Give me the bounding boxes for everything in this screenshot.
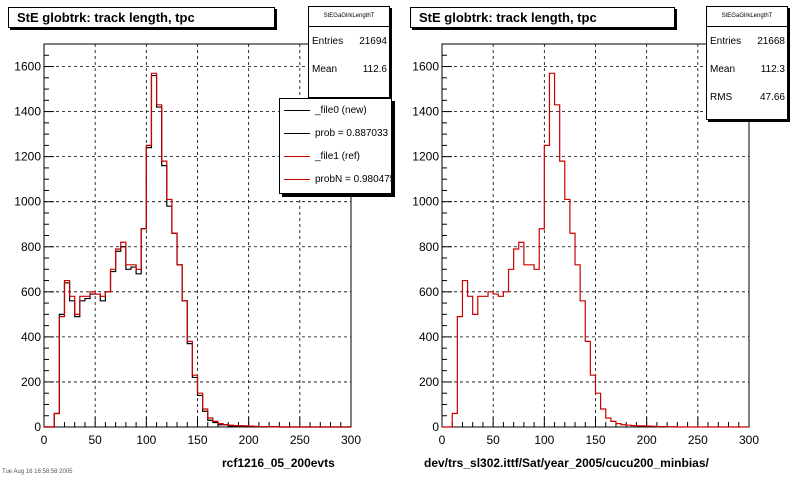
legend-item-probn: probN = 0.980475 [280,170,391,188]
panel2-stats-name: StEGaGlrkLengthT [707,7,787,27]
panel2-y-tick-label: 1600 [412,60,439,74]
legend-item-prob: prob = 0.887033 [280,124,391,142]
panel2-x-tick-label: 50 [486,433,500,447]
legend-swatch-new [284,109,310,111]
legend-item-new: _file0 (new) [280,101,391,119]
panel1-y-tick-label: 1000 [14,195,41,209]
panel1-y-tick-label: 800 [21,240,41,254]
legend-swatch-probn [284,178,310,180]
panel1-x-tick-label: 200 [239,433,259,447]
panel1-x-tick-label: 0 [41,433,48,447]
panel2-x-tick-label: 150 [585,433,605,447]
panel2-y-tick-label: 0 [432,420,439,434]
panel1-y-tick-label: 0 [34,420,41,434]
panel2-y-tick-label: 800 [419,240,439,254]
panel2-x-tick-label: 100 [534,433,554,447]
panel1-x-tick-label: 100 [136,433,156,447]
panel2-x-tick-label: 300 [739,433,759,447]
panel1-x-tick-label: 50 [88,433,102,447]
panel1-title: StE globtrk: track length, tpc [8,7,275,28]
panel2-y-tick-label: 600 [419,285,439,299]
panel2-x-tick-label: 250 [688,433,708,447]
panel2-title-text: StE globtrk: track length, tpc [419,10,597,25]
panel2-y-tick-label: 200 [419,375,439,389]
panel1-stats-box: StEGaGlrkLengthT Entries 21694 Mean 112.… [308,6,390,98]
panel2-title: StE globtrk: track length, tpc [410,7,675,28]
panel1-y-tick-label: 600 [21,285,41,299]
panel2-series-file1-ref [442,72,749,428]
panel1-title-text: StE globtrk: track length, tpc [17,10,195,25]
panel1-stats-entries: Entries 21694 [312,35,387,47]
panel2-stats-entries: Entries 21668 [710,35,785,47]
panel1-y-tick-label: 1600 [14,60,41,74]
panel1-y-tick-label: 1400 [14,105,41,119]
panel2-x-tick-label: 200 [637,433,657,447]
panel2-y-tick-label: 1000 [412,195,439,209]
panel2-y-tick-label: 1200 [412,150,439,164]
panel2-xlabel: dev/trs_sl302.ittf/Sat/year_2005/cucu200… [424,456,709,470]
panel1-stats-mean: Mean 112.6 [312,63,387,75]
panel1-y-tick-label: 200 [21,375,41,389]
panel2-stats-box: StEGaGlrkLengthT Entries 21668 Mean 112.… [706,6,788,120]
panel1-xlabel: rcf1216_05_200evts [222,456,335,470]
legend-item-ref: _file1 (ref) [280,147,391,165]
panel2-y-tick-label: 400 [419,330,439,344]
legend-swatch-ref [284,155,310,157]
panel1-y-tick-label: 400 [21,330,41,344]
panel1-series-file1-ref [44,72,351,428]
footnote: Tue Aug 16 16:58:58 2005 [2,469,73,475]
panel2-x-tick-label: 0 [439,433,446,447]
panel1-x-tick-label: 150 [187,433,207,447]
panel2-stats-rms: RMS 47.66 [710,91,785,103]
panel1-x-tick-label: 250 [290,433,310,447]
panel1-legend: _file0 (new) prob = 0.887033 _file1 (ref… [279,98,392,194]
panel1-x-tick-label: 300 [341,433,361,447]
panel1-stats-name: StEGaGlrkLengthT [309,7,389,27]
legend-swatch-prob [284,132,310,134]
panel2-stats-mean: Mean 112.3 [710,63,785,75]
panel2-y-tick-label: 1400 [412,105,439,119]
panel1-y-tick-label: 1200 [14,150,41,164]
